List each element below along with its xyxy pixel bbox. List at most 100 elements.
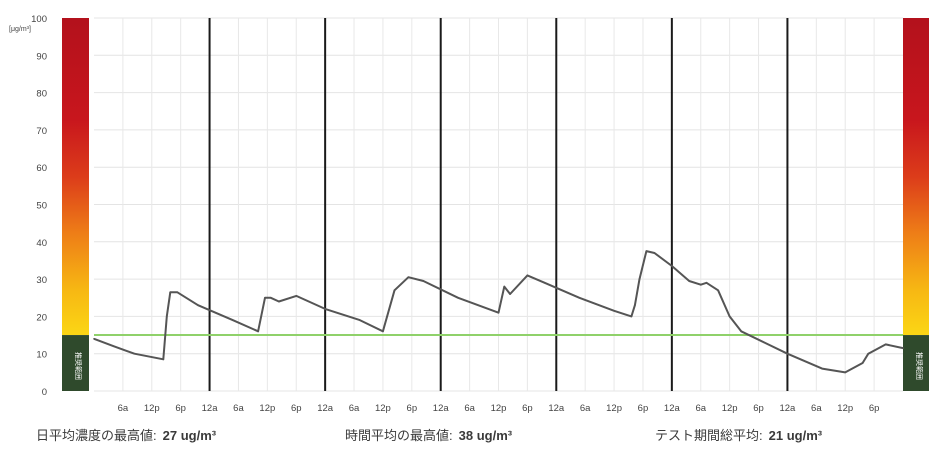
series-point [861, 362, 864, 364]
x-tick-label: 6a [811, 403, 822, 414]
series-point [503, 285, 506, 288]
period-avg-value: 21 ug/m³ [768, 428, 823, 443]
series-point [133, 352, 136, 355]
series-point [169, 291, 172, 293]
y-axis-label: [μg/m³] [9, 26, 31, 33]
series-point [509, 293, 511, 295]
series-point [671, 265, 673, 267]
series-point [705, 282, 708, 284]
series-point [166, 315, 168, 318]
series-point [786, 352, 789, 355]
series-point [543, 282, 546, 284]
x-tick-label: 12p [491, 403, 507, 414]
series-point [638, 278, 641, 280]
series-point [728, 315, 731, 318]
y-tick-label: 60 [36, 163, 47, 174]
left-scale-safe-zone [62, 335, 89, 391]
series-point [821, 367, 823, 370]
right-scale-safe-zone [903, 335, 929, 391]
x-tick-label: 6p [638, 403, 649, 414]
x-tick-label: 12a [548, 403, 565, 414]
series-point [497, 311, 500, 314]
y-tick-label: 40 [36, 238, 47, 249]
series-point [763, 341, 766, 344]
hourly-max-value: 38 ug/m³ [458, 428, 513, 443]
series-point [162, 358, 165, 361]
x-tick-label: 6a [580, 403, 591, 414]
series-point [393, 289, 396, 292]
x-tick-label: 12p [606, 403, 622, 414]
series-point [902, 347, 904, 349]
series-point [359, 319, 361, 321]
x-tick-label: 12a [779, 403, 796, 414]
y-tick-label: 10 [36, 350, 47, 361]
x-tick-label: 6a [695, 403, 706, 414]
series-point [407, 276, 410, 279]
series-point [526, 274, 529, 277]
x-tick-label: 6a [349, 403, 360, 414]
series-point [740, 330, 742, 333]
x-tick-label: 12a [317, 403, 334, 414]
y-tick-label: 20 [36, 312, 47, 323]
series-point [382, 330, 384, 333]
x-tick-label: 6p [522, 403, 533, 414]
y-tick-label: 30 [36, 275, 47, 286]
right-scale-gradient [903, 18, 929, 336]
x-tick-label: 6p [753, 403, 764, 414]
series-point [295, 295, 298, 297]
left-scale-gradient [62, 18, 89, 336]
series-point [717, 289, 719, 292]
series-point [578, 296, 581, 299]
x-tick-label: 6p [291, 403, 302, 414]
series-point [112, 345, 115, 348]
series-point [197, 304, 199, 307]
y-tick-label: 50 [36, 201, 47, 212]
x-tick-label: 12p [722, 403, 738, 414]
series-line-0 [93, 250, 904, 374]
series-point [645, 250, 648, 252]
x-tick-label: 12a [433, 403, 450, 414]
series-point [457, 296, 459, 299]
series-point [176, 291, 179, 293]
y-tick-label: 0 [42, 387, 47, 398]
daily-max-label: 日平均濃度の最高値: [36, 428, 157, 443]
series-point [613, 310, 615, 312]
x-tick-label: 6p [175, 403, 186, 414]
series-point [93, 337, 95, 340]
period-avg-label: テスト期間総平均: [655, 428, 763, 443]
series-point [270, 296, 272, 299]
x-tick-label: 12a [202, 403, 219, 414]
x-tick-label: 6a [118, 403, 129, 414]
x-tick-label: 12p [375, 403, 391, 414]
series-point [688, 280, 690, 282]
hourly-max-label: 時間平均の最高値: [345, 428, 453, 443]
daily-max-value: 27 ug/m³ [162, 428, 217, 443]
period-avg-stat: テスト期間総平均: 21 ug/m³ [655, 425, 822, 444]
series-point [324, 308, 326, 310]
series-point [884, 343, 887, 346]
series-point [699, 283, 702, 286]
series-point [630, 315, 633, 318]
series-point [844, 371, 847, 374]
x-tick-label: 6p [407, 403, 418, 414]
summary-stats: 日平均濃度の最高値: 27 ug/m³ 時間平均の最高値: 38 ug/m³ テスト… [0, 425, 929, 449]
series-point [653, 252, 656, 254]
y-tick-label: 70 [36, 126, 47, 137]
y-tick-label: 90 [36, 51, 47, 62]
series-point [422, 280, 425, 282]
x-tick-label: 6p [869, 403, 880, 414]
daily-max-stat: 日平均濃度の最高値: 27 ug/m³ [36, 425, 216, 444]
series-point [257, 330, 259, 333]
series-point [634, 304, 636, 307]
y-tick-label: 80 [36, 89, 47, 100]
x-tick-label: 12a [664, 403, 681, 414]
y-tick-label: 100 [31, 14, 47, 25]
series-point [278, 300, 280, 303]
x-tick-label: 12p [837, 403, 853, 414]
hourly-max-stat: 時間平均の最高値: 38 ug/m³ [345, 425, 512, 444]
left-scale-label: 推奨範囲 [74, 352, 83, 380]
x-tick-label: 6a [233, 403, 244, 414]
x-tick-label: 6a [464, 403, 475, 414]
